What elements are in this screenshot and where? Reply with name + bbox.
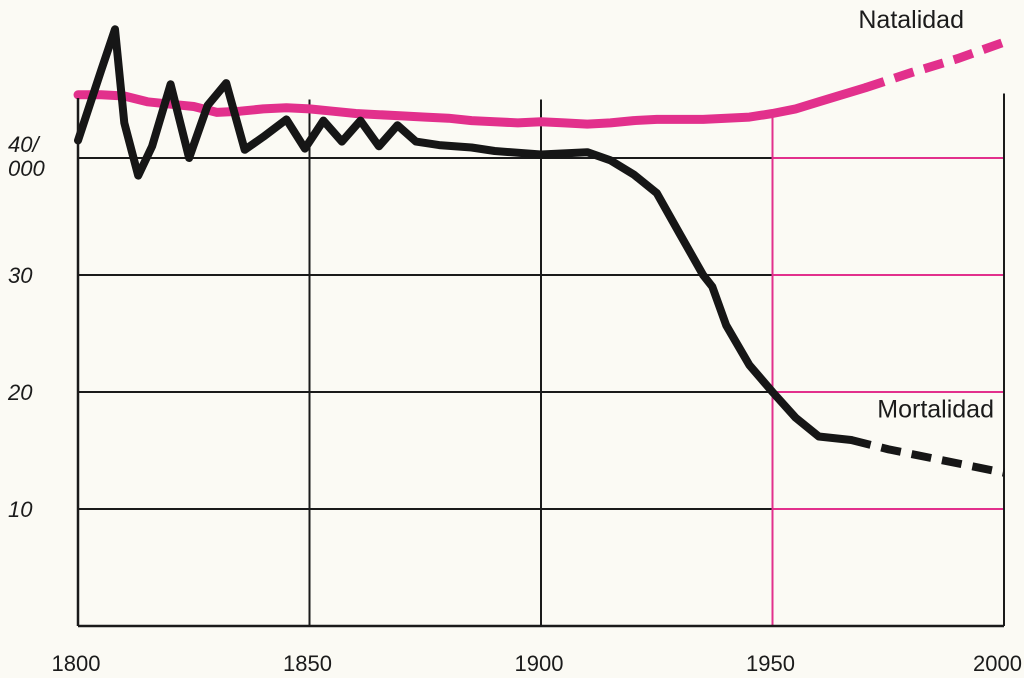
series-layer xyxy=(73,25,1006,477)
y-tick-label-1: 20 xyxy=(7,380,33,405)
x-tick-label-4: 2000 xyxy=(973,651,1022,676)
axes xyxy=(76,98,1004,628)
labels: Natalidad Mortalidad 10 20 30 40/000 1800 1850 1… xyxy=(7,6,1022,676)
grid xyxy=(78,93,1005,626)
y-tick-label-0: 10 xyxy=(8,497,33,522)
series-1-line xyxy=(74,25,856,444)
x-tick-label-0: 1800 xyxy=(52,651,101,676)
x-tick-label-1: 1850 xyxy=(283,651,332,676)
y-tick-label-2: 30 xyxy=(8,263,33,288)
series-0-line xyxy=(73,83,870,129)
x-tick-label-3: 1950 xyxy=(746,651,795,676)
series-0-label: Natalidad xyxy=(858,6,964,34)
series-1-label: Mortalidad xyxy=(877,396,994,424)
y-tick-label-3: 40/000 xyxy=(8,132,45,181)
series-0-projection xyxy=(863,37,1006,93)
x-tick-label-2: 1900 xyxy=(515,651,564,676)
series-1-projection xyxy=(850,436,1005,477)
